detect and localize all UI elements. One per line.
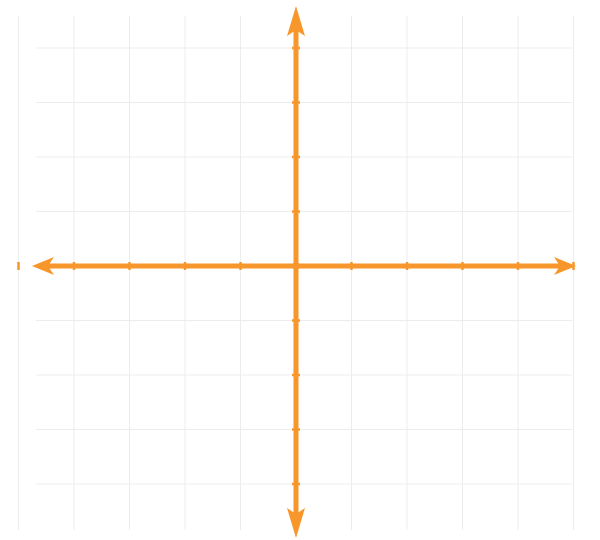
x-axis-arrow-left (32, 257, 54, 275)
grid (18, 16, 574, 530)
origin-point (292, 262, 300, 270)
y-axis-arrow-up (287, 6, 305, 36)
axes (17, 6, 576, 538)
x-axis-arrow-right (554, 257, 576, 275)
y-axis-arrow-down (287, 508, 305, 538)
